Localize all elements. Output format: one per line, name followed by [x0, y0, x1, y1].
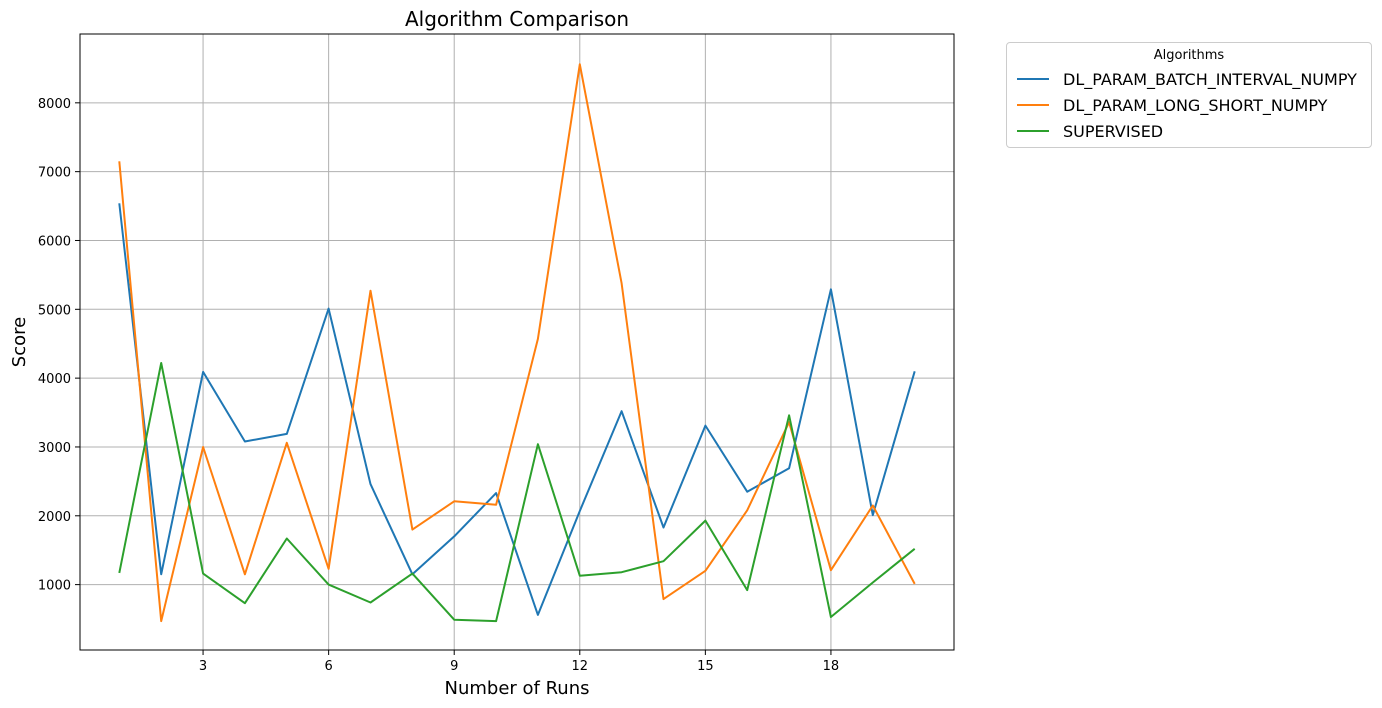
series-line-2 — [118, 63, 916, 623]
y-axis-label: Score — [9, 317, 30, 367]
chart-title: Algorithm Comparison — [405, 7, 629, 31]
legend: Algorithms DL_PARAM_BATCH_INTERVAL_NUMPY… — [1006, 42, 1372, 148]
legend-label: DL_PARAM_BATCH_INTERVAL_NUMPY — [1063, 69, 1357, 89]
x-tick-label: 6 — [324, 659, 332, 674]
x-tick-label: 18 — [823, 659, 840, 674]
legend-item: DL_PARAM_LONG_SHORT_NUMPY — [1017, 94, 1327, 116]
x-tick-label: 12 — [572, 659, 589, 674]
y-tick-label: 6000 — [38, 234, 71, 249]
y-tick-label: 3000 — [38, 441, 71, 456]
y-tick-label: 8000 — [38, 97, 71, 112]
plot-area-frame — [79, 33, 955, 651]
legend-swatch — [1017, 78, 1049, 80]
legend-swatch — [1017, 130, 1049, 132]
y-tick-label: 1000 — [38, 579, 71, 594]
legend-item: DL_PARAM_BATCH_INTERVAL_NUMPY — [1017, 68, 1357, 90]
legend-label: DL_PARAM_LONG_SHORT_NUMPY — [1063, 95, 1328, 115]
legend-item: SUPERVISED — [1017, 120, 1163, 142]
y-tick-label: 5000 — [38, 303, 71, 318]
series-line-3 — [118, 362, 916, 623]
x-tick-label: 3 — [199, 659, 207, 674]
legend-label: SUPERVISED — [1063, 121, 1164, 141]
series-lines — [118, 63, 916, 623]
y-axis-ticks: 1000 2000 3000 4000 5000 6000 7000 8000 — [38, 97, 80, 594]
x-axis-ticks: 3 6 9 12 15 18 — [199, 650, 839, 674]
legend-swatch — [1017, 104, 1049, 106]
legend-title: Algorithms — [1153, 48, 1225, 63]
y-tick-label: 7000 — [38, 166, 71, 181]
grid — [80, 34, 954, 650]
y-tick-label: 2000 — [38, 510, 71, 525]
x-tick-label: 15 — [697, 659, 714, 674]
series-line-1 — [118, 203, 916, 616]
x-axis-label: Number of Runs — [445, 678, 590, 699]
y-tick-label: 4000 — [38, 372, 71, 387]
x-tick-label: 9 — [450, 659, 458, 674]
